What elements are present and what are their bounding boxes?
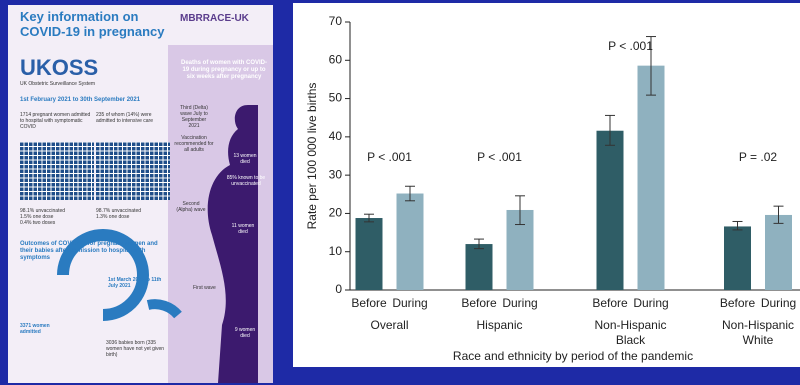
infographic-art (57, 45, 273, 383)
logo: MBRRACE-UK (180, 13, 249, 24)
bar-label: Before (720, 296, 756, 310)
first-wave: First wave (193, 285, 216, 291)
vacc-line: 1.3% one dose (96, 214, 130, 220)
bar (637, 65, 665, 290)
group-label: Overall (370, 318, 409, 332)
waffle (20, 142, 94, 200)
silhouette (207, 105, 258, 383)
bar-label: During (502, 296, 537, 310)
period: 1st February 2021 to 30th September 2021 (20, 97, 141, 103)
p-value: P = .02 (739, 150, 777, 164)
died-first: 9 women died (234, 327, 256, 339)
x-axis-label: Race and ethnicity by period of the pand… (453, 349, 693, 363)
chart-panel: Rate per 100 000 live births Race and et… (293, 3, 800, 367)
group-label: Non-Hispanic Black (594, 318, 667, 347)
y-tick-label: 30 (329, 167, 343, 181)
vacc-left: 98.1% unvaccinated 1.5% one dose 0.4% two … (20, 208, 65, 226)
y-tick-label: 40 (329, 129, 343, 143)
y-tick-label: 0 (335, 282, 342, 296)
donut (57, 229, 149, 321)
vacc-line: 1.5% one dose (20, 214, 54, 220)
babies: 3036 babies born (335 women have not yet… (106, 340, 165, 358)
y-tick-label: 20 (329, 206, 343, 220)
y-tick-label: 10 (329, 244, 343, 258)
outcomes: Outcomes of COVID-19 for pregnant women … (20, 241, 158, 262)
bar-label: Before (592, 296, 628, 310)
donut (146, 299, 182, 319)
died-third: 13 women died (233, 153, 257, 165)
group-label: Non-Hispanic White (721, 318, 795, 347)
bar-label: Before (461, 296, 497, 310)
p-value: P < .001 (477, 150, 522, 164)
ukoss-sub: UK Obstetric Surveillance System (20, 81, 96, 87)
y-tick-label: 50 (329, 91, 343, 105)
women-admitted: 3371 women admitted (20, 323, 50, 335)
bar-label: During (761, 296, 796, 310)
bar-label: Before (351, 296, 387, 310)
ukoss: UKOSS (20, 55, 99, 80)
bar (596, 130, 624, 290)
y-axis-label: Rate per 100 000 live births (305, 83, 319, 230)
icu: 235 of whom (14%) were admitted to inten… (96, 112, 153, 124)
info-title: Key information on COVID-19 in pregnancy (20, 9, 165, 39)
vacc-line: 98.1% unvaccinated (20, 208, 66, 214)
bar (724, 226, 751, 290)
deaths-title: Deaths of women with COVID-19 during pre… (180, 60, 267, 81)
p-value: P < .001 (608, 39, 653, 53)
bar (396, 193, 424, 290)
waffle (96, 142, 170, 200)
vacc-line: 98.7% unvaccinated (96, 208, 142, 214)
group-label: Hispanic (476, 318, 523, 332)
second-wave: Second (Alpha) wave (176, 201, 206, 213)
bar-label: During (392, 296, 427, 310)
bar (765, 214, 792, 290)
chart: Rate per 100 000 live births Race and et… (305, 14, 800, 363)
bar (355, 218, 383, 290)
infographic: Key information on COVID-19 in pregnancy… (8, 5, 273, 383)
unvaccinated: 85% known to be unvaccinated (226, 175, 266, 187)
p-value: P < .001 (367, 150, 412, 164)
y-tick-label: 70 (329, 14, 343, 28)
died-second: 11 women died (231, 223, 255, 235)
vaccination: Vaccination recommended for all adults (174, 135, 214, 153)
vacc-line: 0.4% two doses (20, 220, 56, 226)
bar (465, 244, 493, 290)
admitted: 1714 pregnant women admitted to hospital… (20, 112, 91, 130)
third-wave: Third (Delta) wave July to September 202… (180, 105, 208, 129)
outcome-period: 1st March 2020 to 11th July 2021 (108, 277, 162, 289)
vacc-right: 98.7% unvaccinated 1.3% one dose (96, 208, 141, 220)
y-tick-label: 60 (329, 52, 343, 66)
bar-label: During (633, 296, 668, 310)
